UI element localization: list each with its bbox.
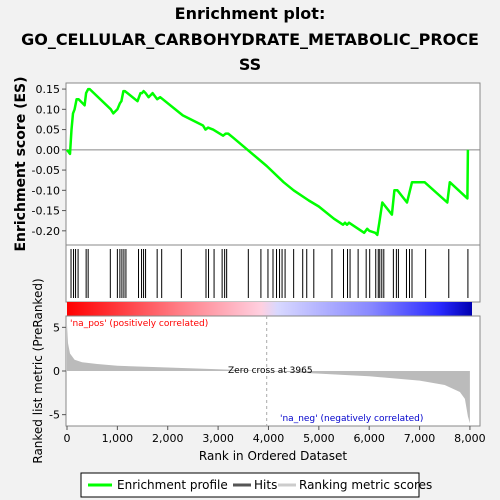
x-tick-label: 3,000 <box>202 432 234 445</box>
es-y-tick-label: -0.20 <box>32 225 60 238</box>
metric-y-tick-label: 0 <box>53 365 60 378</box>
enrichment-profile-line <box>65 87 470 237</box>
es-y-tick-label: -0.10 <box>32 184 60 197</box>
zero-cross-label: Zero cross at 3965 <box>228 366 313 376</box>
x-tick-label: 5,000 <box>303 432 335 445</box>
x-tick-label: 8,000 <box>454 432 486 445</box>
es-y-axis: 0.15 0.10 0.05 0.00 -0.05 -0.10 -0.15 -0.20 <box>32 83 66 238</box>
es-y-tick-label: -0.15 <box>32 205 60 218</box>
es-y-tick-label: 0.15 <box>36 83 61 96</box>
x-tick-label: 6,000 <box>353 432 385 445</box>
es-y-tick-label: 0.05 <box>36 124 61 137</box>
neg-correlated-label: 'na_neg' (negatively correlated) <box>280 414 423 424</box>
x-tick-label: 7,000 <box>404 432 436 445</box>
rank-color-bar <box>67 302 472 316</box>
hit-markers <box>70 249 469 298</box>
metric-y-axis-title: Ranked list metric (PreRanked) <box>31 278 45 463</box>
chart-title-line-2: GO_CELLULAR_CARBOHYDRATE_METABOLIC_PROCE <box>21 30 479 49</box>
metric-y-tick-label: -5 <box>49 409 60 422</box>
x-tick-label: 2,000 <box>152 432 184 445</box>
x-tick-label: 0 <box>64 432 71 445</box>
x-axis-title: Rank in Ordered Dataset <box>199 449 347 463</box>
pos-correlated-label: 'na_pos' (positively correlated) <box>70 319 208 329</box>
legend-label-enrichment: Enrichment profile <box>117 478 228 492</box>
metric-y-axis: 5 0 -5 <box>49 321 66 422</box>
legend: Enrichment profile Hits Ranking metric s… <box>80 472 432 498</box>
es-y-axis-title: Enrichment score (ES) <box>13 76 29 251</box>
metric-y-tick-label: 5 <box>53 321 60 334</box>
x-tick-label: 4,000 <box>253 432 285 445</box>
legend-label-hits: Hits <box>254 478 277 492</box>
es-panel-frame <box>65 82 481 246</box>
chart-title-line-1: Enrichment plot: <box>175 4 326 23</box>
x-axis: 0 1,000 2,000 3,000 4,000 5,000 6,000 7,000 8,00… <box>64 426 486 445</box>
legend-label-metric: Ranking metric scores <box>299 478 432 492</box>
ranking-metric-area <box>67 324 470 424</box>
es-y-tick-label: -0.05 <box>32 164 60 177</box>
es-y-tick-label: 0.00 <box>36 144 61 157</box>
es-y-tick-label: 0.10 <box>36 103 61 116</box>
x-tick-label: 1,000 <box>102 432 134 445</box>
chart-title-line-3: SS <box>239 55 261 74</box>
